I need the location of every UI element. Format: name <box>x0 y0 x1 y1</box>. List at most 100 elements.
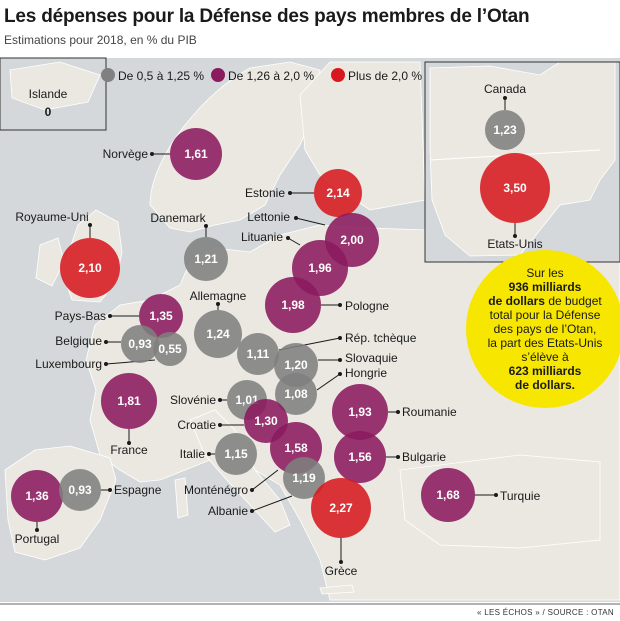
country-label-france: France <box>110 443 148 457</box>
country-label-norvege: Norvège <box>103 147 149 161</box>
legend-label-mid: De 1,26 à 2,0 % <box>228 69 314 83</box>
callout-emphasis: 936 milliards <box>508 280 582 294</box>
connector-dot-allemagne <box>216 302 220 306</box>
connector-dot-albanie <box>250 509 254 513</box>
bubble-value-rep-tcheque: 1,11 <box>247 347 270 361</box>
legend-label-high: Plus de 2,0 % <box>348 69 422 83</box>
bubble-value-albanie: 1,19 <box>292 471 316 485</box>
country-label-hongrie: Hongrie <box>345 366 387 380</box>
connector-dot-montenegro <box>250 488 254 492</box>
callout-line: s’élève à <box>521 350 569 364</box>
connector-dot-belgique <box>104 340 108 344</box>
bubble-value-espagne: 0,93 <box>68 483 92 497</box>
bubble-portugal <box>11 470 63 522</box>
bubble-allemagne <box>194 310 242 358</box>
connector-hongrie <box>316 373 341 391</box>
bubble-turquie <box>421 468 475 522</box>
connector-albanie <box>251 495 293 512</box>
connector-dot-luxembourg <box>104 362 108 366</box>
connector-dot-estonie <box>288 191 292 195</box>
callout-line: de budget <box>544 294 602 308</box>
bubble-value-canada: 1,23 <box>493 123 517 137</box>
bubble-value-slovaquie: 1,20 <box>284 358 308 372</box>
bubble-luxembourg <box>153 332 187 366</box>
callout-line: Sur les <box>526 266 564 280</box>
connector-dot-croatie <box>218 423 222 427</box>
bubble-hongrie <box>275 373 317 415</box>
country-label-estonie: Estonie <box>245 186 285 200</box>
connector-dot-pays-bas <box>108 314 112 318</box>
country-label-turquie: Turquie <box>500 489 541 503</box>
country-value-islande: 0 <box>45 105 52 119</box>
bubble-value-estonie: 2,14 <box>326 186 350 200</box>
country-label-danemark: Danemark <box>150 211 206 225</box>
connector-dot-bulgarie <box>396 455 400 459</box>
bubble-value-allemagne: 1,24 <box>206 327 230 341</box>
legend: De 0,5 à 1,25 % De 1,26 à 2,0 % Plus de … <box>101 68 422 83</box>
connector-dot-canada <box>503 96 507 100</box>
connector-dot-italie <box>207 452 211 456</box>
bubble-france <box>101 373 157 429</box>
country-label-albanie: Albanie <box>208 504 248 518</box>
connector-dot-turquie <box>494 493 498 497</box>
bubble-italie <box>215 433 257 475</box>
bubble-pologne <box>265 277 321 333</box>
bubble-value-danemark: 1,21 <box>194 252 218 266</box>
bubble-value-lettonie: 2,00 <box>340 233 364 247</box>
country-label-islande: Islande <box>29 87 68 101</box>
callout-emphasis: de dollars. <box>514 378 576 392</box>
connector-dot-espagne <box>108 488 112 492</box>
connector-lituanie <box>287 237 301 246</box>
connector-dot-pologne <box>338 303 342 307</box>
callout-emphasis: de dollars <box>488 294 545 308</box>
country-label-grece: Grèce <box>325 564 358 578</box>
country-label-etats-unis: Etats-Unis <box>487 237 542 251</box>
legend-swatch-low <box>101 68 115 82</box>
bubble-grece <box>311 478 371 538</box>
connector-dot-france <box>127 441 131 445</box>
bubble-value-belgique: 0,93 <box>128 337 152 351</box>
country-label-croatie: Croatie <box>177 418 216 432</box>
country-label-lituanie: Lituanie <box>241 230 283 244</box>
bubble-espagne <box>59 469 101 511</box>
country-label-roumanie: Roumanie <box>402 405 457 419</box>
legend-label-low: De 0,5 à 1,25 % <box>118 69 204 83</box>
bubble-royaume-uni <box>60 238 120 298</box>
bubble-value-pays-bas: 1,35 <box>149 309 173 323</box>
legend-swatch-mid <box>211 68 225 82</box>
country-label-allemagne: Allemagne <box>190 289 247 303</box>
country-label-pologne: Pologne <box>345 299 389 313</box>
map-title: Les dépenses pour la Défense des pays me… <box>4 6 530 27</box>
callout-line: la part des Etats-Unis <box>487 336 603 350</box>
bubble-value-turquie: 1,68 <box>436 488 460 502</box>
bubble-canada <box>485 110 525 150</box>
country-label-espagne: Espagne <box>114 483 162 497</box>
bubble-value-hongrie: 1,08 <box>284 387 308 401</box>
callout-emphasis: 623 milliards <box>508 364 582 378</box>
bubble-value-bulgarie: 1,56 <box>348 450 372 464</box>
country-label-lettonie: Lettonie <box>247 210 290 224</box>
bubble-estonie <box>314 169 362 217</box>
bubble-value-france: 1,81 <box>117 394 141 408</box>
bubble-pays-bas <box>139 294 183 338</box>
country-labels: Canada Etats-Unis Norvège Estonie Royaume-Un… <box>15 82 543 578</box>
country-label-slovenie: Slovénie <box>170 393 216 407</box>
bubble-norvege <box>170 128 222 180</box>
bubble-belgique <box>121 325 159 363</box>
bubble-bulgarie <box>334 431 386 483</box>
connector-dot-hongrie <box>338 372 342 376</box>
callout-line: des pays de l’Otan, <box>493 322 597 336</box>
bubble-value-portugal: 1,36 <box>25 489 49 503</box>
country-bubbles: 1,23 3,50 1,61 2,14 2,10 1,21 2,00 1,96 1,24 1,98… <box>11 110 550 538</box>
connector-montenegro <box>251 469 279 491</box>
country-label-belgique: Belgique <box>55 334 102 348</box>
country-label-luxembourg: Luxembourg <box>35 357 102 371</box>
bubble-slovaquie <box>274 343 318 387</box>
connector-dot-rep-tcheque <box>338 336 342 340</box>
connector-dot-roumanie <box>396 410 400 414</box>
bubble-roumanie <box>332 384 388 440</box>
country-label-portugal: Portugal <box>15 532 60 546</box>
bubble-value-grece: 2,27 <box>329 501 353 515</box>
map-subtitle: Estimations pour 2018, en % du PIB <box>4 33 197 47</box>
